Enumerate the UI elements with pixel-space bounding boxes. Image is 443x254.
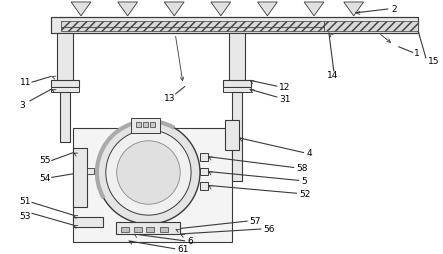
Polygon shape [211, 3, 231, 17]
Text: 3: 3 [19, 100, 25, 109]
Bar [60, 93, 70, 142]
Text: 52: 52 [299, 189, 311, 198]
Text: 1: 1 [414, 49, 420, 58]
Bar [61, 28, 324, 31]
Text: 55: 55 [39, 155, 51, 164]
Polygon shape [257, 3, 277, 17]
Bar [200, 183, 208, 190]
Text: 31: 31 [279, 94, 291, 103]
Polygon shape [344, 3, 364, 17]
Bar [87, 168, 94, 175]
Text: 6: 6 [187, 236, 193, 245]
Bar [223, 81, 251, 88]
Text: 61: 61 [177, 244, 189, 253]
Text: 54: 54 [39, 173, 51, 182]
Text: 13: 13 [164, 93, 176, 102]
Bar [160, 227, 168, 232]
Bar [225, 120, 239, 150]
Text: 51: 51 [19, 196, 31, 205]
Text: 53: 53 [19, 211, 31, 220]
Text: 56: 56 [264, 224, 275, 233]
Text: 58: 58 [296, 163, 307, 172]
Bar [57, 34, 73, 85]
Bar [144, 122, 148, 128]
Text: 15: 15 [428, 57, 439, 66]
Bar [200, 168, 208, 176]
Bar [73, 128, 232, 242]
Text: 4: 4 [306, 149, 312, 157]
Polygon shape [118, 3, 137, 17]
Bar [134, 227, 141, 232]
Text: 12: 12 [279, 82, 291, 91]
Bar [73, 148, 87, 207]
Polygon shape [164, 3, 184, 17]
Bar [229, 34, 245, 85]
Text: 57: 57 [249, 216, 261, 225]
Polygon shape [71, 3, 91, 17]
Bar [223, 88, 251, 93]
Circle shape [117, 141, 180, 204]
Bar [232, 93, 241, 182]
Text: 2: 2 [391, 5, 397, 14]
Bar [147, 227, 155, 232]
Text: 14: 14 [327, 71, 338, 80]
Bar [51, 88, 79, 93]
Bar [120, 227, 128, 232]
Bar [151, 122, 155, 128]
Bar [51, 18, 418, 34]
Polygon shape [304, 3, 324, 17]
Bar [324, 22, 418, 31]
Circle shape [97, 121, 200, 224]
Circle shape [106, 130, 191, 215]
Bar [200, 153, 208, 161]
Bar [136, 122, 140, 128]
Bar [73, 217, 103, 227]
Text: 11: 11 [19, 77, 31, 86]
Bar [61, 22, 324, 28]
Bar [51, 81, 79, 88]
Text: 5: 5 [301, 176, 307, 185]
Bar [116, 222, 180, 234]
Bar [131, 119, 160, 133]
